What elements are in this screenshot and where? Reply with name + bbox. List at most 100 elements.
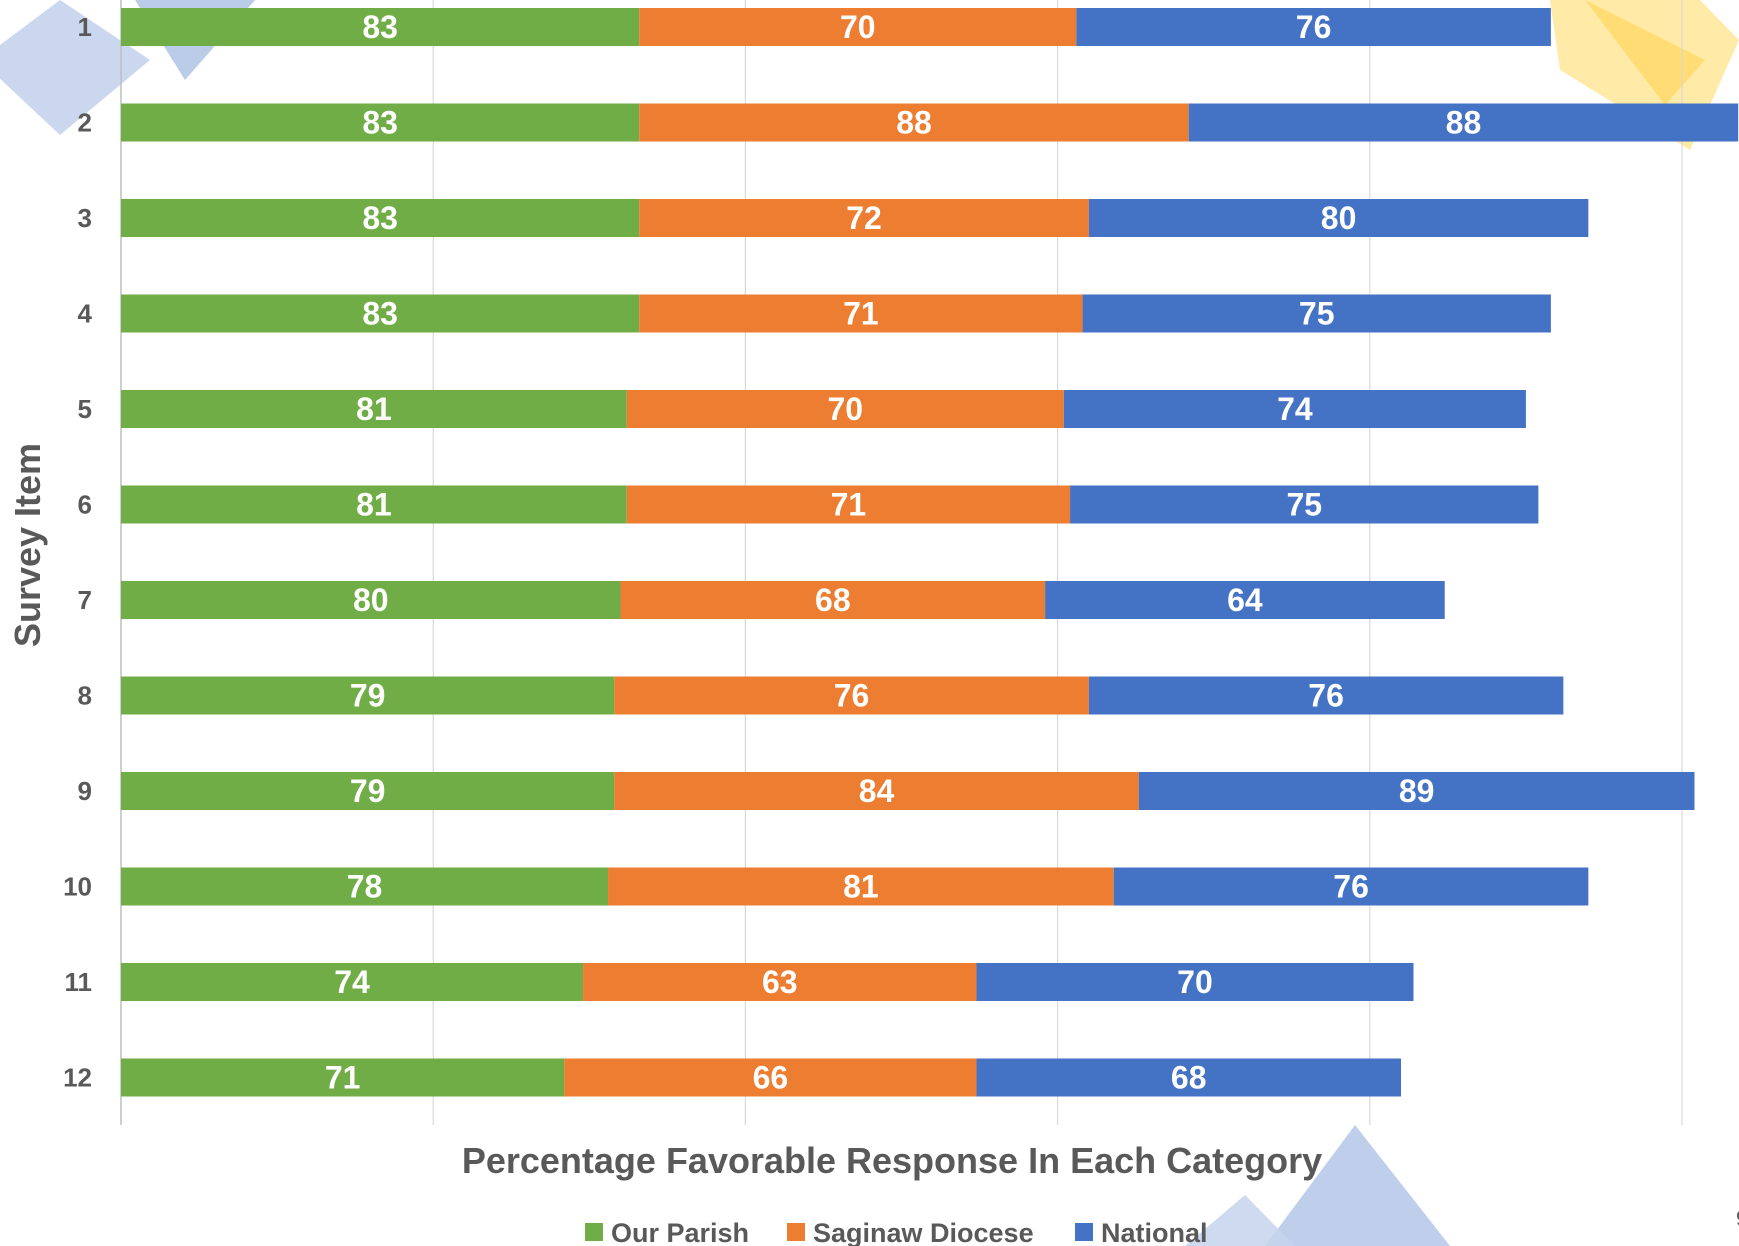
data-label: 74 bbox=[1277, 391, 1313, 427]
bar-segment bbox=[620, 581, 1046, 619]
data-label: 80 bbox=[1321, 200, 1357, 236]
bar-segment bbox=[639, 294, 1083, 333]
data-label: 80 bbox=[353, 582, 389, 618]
legend-swatch bbox=[585, 1223, 603, 1241]
data-label: 83 bbox=[362, 105, 398, 141]
deco-blue-diamond-large bbox=[0, 0, 150, 135]
bar-segment bbox=[121, 103, 640, 142]
bar-segment bbox=[1076, 8, 1551, 46]
bar-segment bbox=[1082, 294, 1551, 333]
category-tick-label: 5 bbox=[78, 394, 92, 424]
data-label: 89 bbox=[1399, 773, 1435, 809]
bar-segment bbox=[1188, 103, 1739, 142]
bar-segment bbox=[121, 1058, 565, 1097]
bar-segment bbox=[626, 485, 1071, 524]
bar-segment bbox=[608, 867, 1114, 906]
category-tick-label: 3 bbox=[78, 203, 92, 233]
category-tick-label: 1 bbox=[78, 12, 92, 42]
bar-segment bbox=[976, 1058, 1402, 1097]
category-tick-label: 7 bbox=[78, 585, 92, 615]
bar-segment bbox=[1113, 867, 1589, 906]
bar-segment bbox=[626, 390, 1064, 428]
data-label: 83 bbox=[362, 200, 398, 236]
data-label: 72 bbox=[846, 200, 882, 236]
legend-label: National bbox=[1101, 1218, 1208, 1246]
deco-yellow-diamond-small bbox=[1585, 0, 1705, 105]
data-label: 75 bbox=[1299, 296, 1335, 332]
bar-segment bbox=[121, 199, 640, 237]
category-tick-label: 8 bbox=[78, 681, 92, 711]
category-tick-label: 2 bbox=[78, 108, 92, 138]
data-label: 74 bbox=[334, 964, 370, 1000]
bar-segment bbox=[121, 485, 627, 524]
legend-label: Saginaw Diocese bbox=[813, 1218, 1034, 1246]
bar-segment bbox=[614, 772, 1139, 810]
data-label: 68 bbox=[815, 582, 851, 618]
category-tick-label: 12 bbox=[63, 1063, 92, 1093]
data-label: 76 bbox=[1296, 9, 1332, 45]
data-label: 84 bbox=[859, 773, 895, 809]
legend-swatch bbox=[1075, 1223, 1093, 1241]
data-label: 75 bbox=[1286, 487, 1322, 523]
bar-segment bbox=[1063, 390, 1526, 428]
category-tick-label: 4 bbox=[78, 299, 93, 329]
bars bbox=[121, 8, 1739, 1097]
bar-segment bbox=[639, 8, 1077, 46]
data-label: 76 bbox=[834, 678, 870, 714]
data-label: 70 bbox=[828, 391, 864, 427]
data-label: 71 bbox=[843, 296, 879, 332]
data-label: 83 bbox=[362, 9, 398, 45]
category-tick-label: 10 bbox=[63, 872, 92, 902]
bar-segment bbox=[639, 199, 1089, 237]
data-label: 66 bbox=[753, 1060, 789, 1096]
bar-segment bbox=[121, 772, 615, 810]
legend-item: Saginaw Diocese bbox=[787, 1218, 1034, 1246]
data-label: 68 bbox=[1171, 1060, 1207, 1096]
data-label: 70 bbox=[840, 9, 876, 45]
category-tick-label: 9 bbox=[78, 776, 92, 806]
bar-segment bbox=[583, 963, 977, 1001]
legend-label: Our Parish bbox=[611, 1218, 749, 1246]
bar-segment bbox=[614, 676, 1089, 715]
data-label: 81 bbox=[356, 487, 392, 523]
gridlines bbox=[120, 0, 1683, 1125]
data-label: 79 bbox=[350, 773, 386, 809]
x-axis-title: Percentage Favorable Response In Each Ca… bbox=[462, 1140, 1322, 1181]
legend-item: National bbox=[1075, 1218, 1208, 1246]
bar-segment bbox=[121, 390, 627, 428]
legend-item: Our Parish bbox=[585, 1218, 749, 1246]
bar-segment bbox=[121, 581, 621, 619]
bar-segment bbox=[564, 1058, 977, 1097]
bar-segment bbox=[976, 963, 1414, 1001]
bar-segment bbox=[121, 867, 609, 906]
data-label: 79 bbox=[350, 678, 386, 714]
legend-swatch bbox=[787, 1223, 805, 1241]
bar-segment bbox=[1088, 676, 1564, 715]
data-label: 70 bbox=[1177, 964, 1213, 1000]
data-label: 81 bbox=[843, 869, 879, 905]
page-number: 9 bbox=[1736, 1206, 1739, 1231]
bar-segment bbox=[121, 963, 584, 1001]
bar-segment bbox=[1138, 772, 1695, 810]
bar-segment bbox=[639, 103, 1189, 142]
data-label: 64 bbox=[1227, 582, 1263, 618]
deco-blue-triangle-large bbox=[1265, 1125, 1450, 1246]
data-labels: 83 70 76 83 88 88 83 72 80 83 71 75 81 70 74 81 71 75 80 68… bbox=[325, 9, 1481, 1096]
bar-segment bbox=[1088, 199, 1589, 237]
bar-segment bbox=[121, 676, 615, 715]
category-tick-label: 6 bbox=[78, 490, 92, 520]
deco-blue-triangle-small bbox=[1185, 1195, 1295, 1246]
category-tick-label: 11 bbox=[65, 967, 93, 997]
data-label: 71 bbox=[831, 487, 867, 523]
data-label: 81 bbox=[356, 391, 392, 427]
y-axis-title: Survey Item bbox=[7, 443, 48, 647]
data-label: 76 bbox=[1333, 869, 1369, 905]
data-label: 83 bbox=[362, 296, 398, 332]
data-label: 76 bbox=[1308, 678, 1344, 714]
data-label: 88 bbox=[1446, 105, 1482, 141]
bar-segment bbox=[1045, 581, 1445, 619]
data-label: 63 bbox=[762, 964, 798, 1000]
legend: Our Parish Saginaw Diocese National bbox=[585, 1218, 1208, 1246]
